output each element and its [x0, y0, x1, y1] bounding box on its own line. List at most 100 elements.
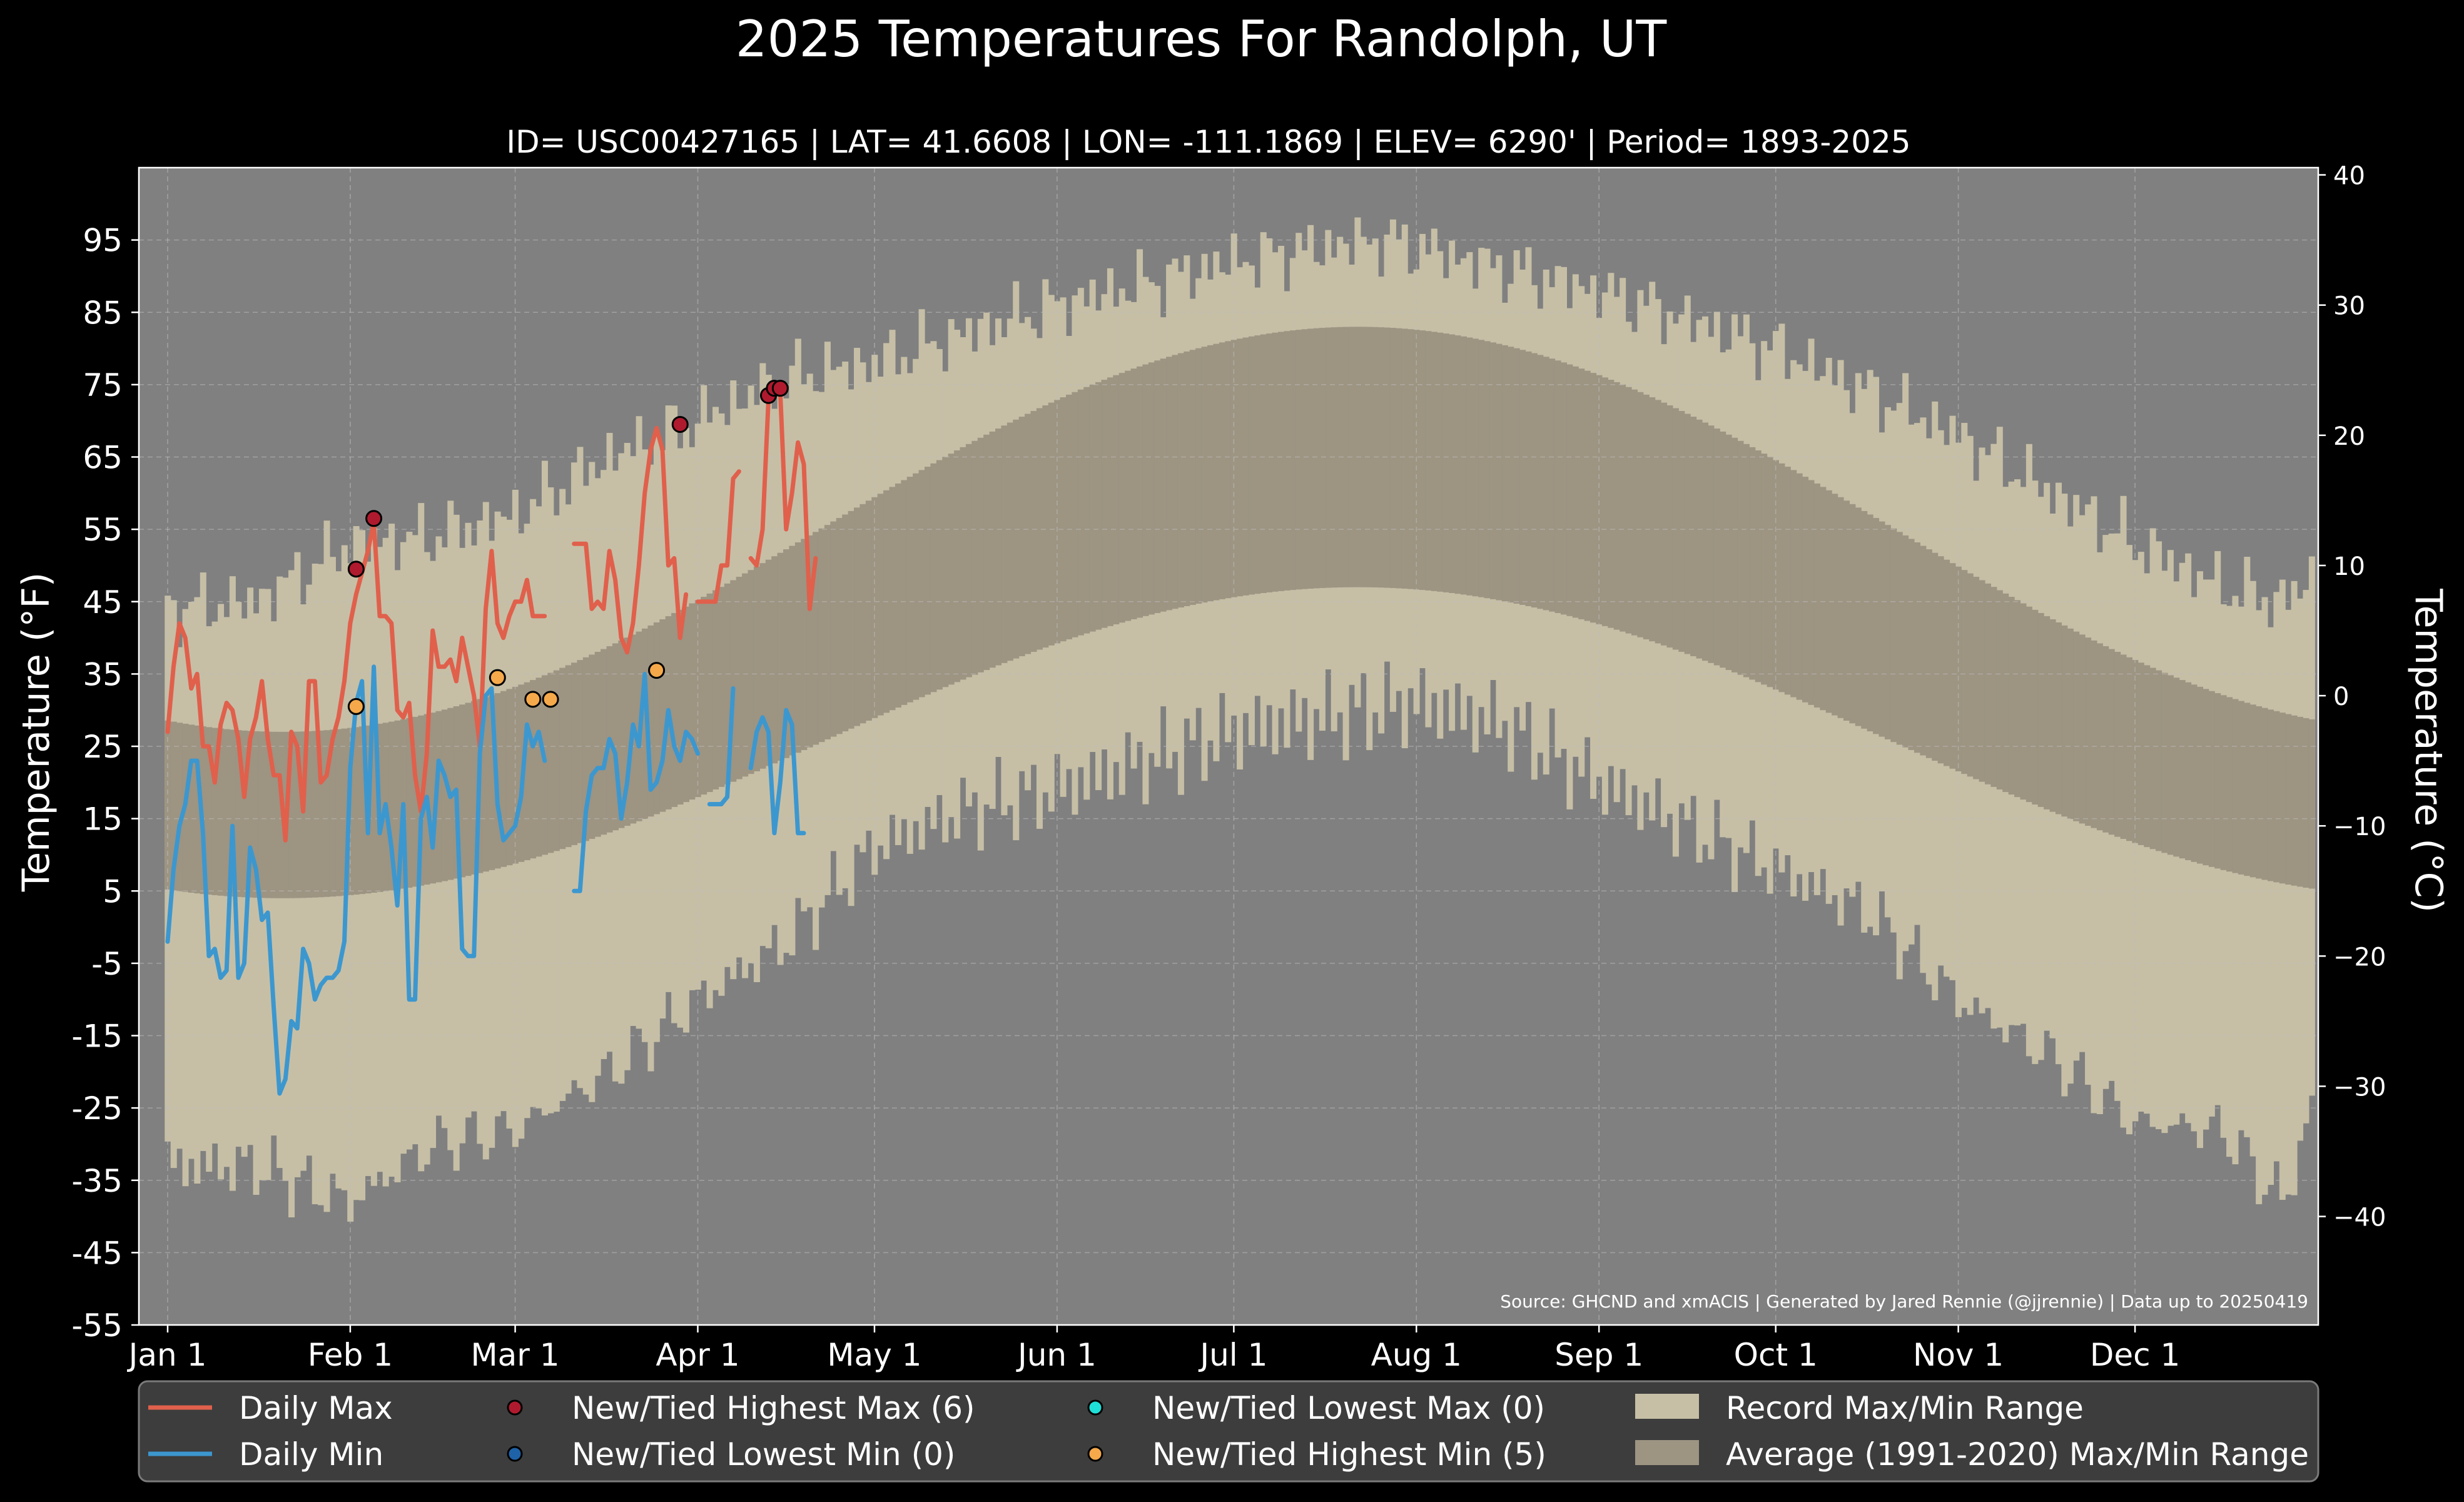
average-range-bar: [1342, 327, 1349, 587]
average-range-bar: [312, 731, 318, 898]
y-right-tick-label: 10: [2333, 552, 2365, 581]
average-range-bar: [2256, 706, 2263, 879]
average-range-bar: [1454, 335, 1461, 594]
average-range-bar: [2261, 708, 2268, 880]
average-range-bar: [2179, 680, 2186, 859]
average-range-bar: [2061, 625, 2068, 817]
record-range-bar: [2220, 604, 2227, 1138]
average-range-bar: [1990, 587, 1997, 787]
average-range-bar: [318, 730, 325, 898]
average-range-bar: [682, 606, 689, 803]
average-range-bar: [2032, 609, 2039, 805]
average-range-bar: [1184, 351, 1190, 606]
average-range-bar: [165, 720, 171, 890]
x-tick-label: Jul 1: [1198, 1337, 1267, 1373]
average-range-bar: [1802, 477, 1809, 703]
average-range-bar: [642, 628, 649, 820]
average-range-bar: [1996, 590, 2003, 790]
average-range-bar: [2102, 646, 2109, 833]
average-range-bar: [971, 440, 978, 675]
average-range-bar: [1437, 332, 1444, 592]
average-range-bar: [1578, 368, 1585, 619]
average-range-bar: [2137, 662, 2144, 845]
average-range-bar: [777, 552, 784, 761]
average-range-bar: [2273, 711, 2280, 883]
y-right-tick-label: −20: [2333, 943, 2386, 972]
average-range-bar: [1890, 528, 1897, 743]
average-range-bar: [218, 728, 225, 896]
average-range-bar: [748, 570, 754, 774]
y-left-tick-label: 65: [83, 440, 123, 476]
average-range-bar: [559, 667, 566, 850]
highest-max-marker: [347, 561, 365, 578]
average-range-bar: [1690, 417, 1697, 656]
average-range-bar: [1396, 328, 1402, 589]
average-range-bar: [718, 587, 725, 787]
y-left-tick-label: 85: [83, 295, 123, 331]
average-range-bar: [247, 731, 254, 898]
daily-max-line: [572, 425, 689, 655]
average-range-bar: [2161, 672, 2168, 853]
average-range-bar: [1101, 380, 1108, 628]
average-range-bar: [1113, 375, 1120, 625]
average-range-bar: [2049, 619, 2056, 812]
average-range-bar: [1825, 490, 1832, 713]
average-range-bar: [759, 563, 766, 769]
average-range-bar: [1873, 518, 1880, 734]
average-range-bar: [489, 695, 495, 870]
average-range-bar: [306, 731, 313, 898]
average-range-bar: [2156, 670, 2162, 851]
average-range-bar: [854, 507, 861, 726]
record-range-bar: [2226, 606, 2233, 1157]
average-range-bar: [813, 532, 819, 745]
average-range-bar: [1790, 470, 1797, 698]
average-range-bar: [1030, 410, 1037, 652]
average-range-bar: [1878, 521, 1885, 737]
legend-label: Daily Max: [239, 1390, 393, 1426]
record-range-bar: [206, 626, 213, 1172]
average-range-bar: [1166, 357, 1173, 611]
average-range-bar: [960, 447, 966, 680]
average-range-bar: [2085, 637, 2092, 826]
highest-min-marker: [648, 662, 666, 679]
average-range-bar: [394, 720, 401, 890]
average-range-bar: [211, 728, 218, 895]
average-range-bar: [370, 724, 377, 893]
average-range-bar: [1089, 384, 1096, 632]
average-range-bar: [730, 580, 737, 782]
average-range-bar: [258, 731, 265, 898]
record-range-bar: [2261, 597, 2268, 1195]
legend-dot-swatch: [1087, 1446, 1103, 1462]
average-range-bar: [300, 731, 307, 898]
average-range-bar: [2120, 654, 2127, 840]
average-range-bar: [995, 429, 1002, 666]
average-range-bar: [577, 660, 584, 843]
y-axis-left-ticks: 95 85 75 65 55 45 35 25 15 5 -5 -15 -25 -35 -45 -55: [71, 223, 139, 1344]
average-range-bar: [1295, 330, 1302, 590]
average-range-bar: [1867, 514, 1873, 732]
chart-subtitle: ID= USC00427165 | LAT= 41.6608 | LON= -1…: [506, 124, 1910, 160]
y-left-tick-label: 5: [103, 873, 123, 910]
average-range-bar: [1666, 405, 1673, 648]
average-range-bar: [1449, 334, 1456, 593]
average-range-bar: [901, 480, 908, 705]
average-range-bar: [2108, 649, 2115, 835]
average-range-bar: [1937, 556, 1944, 764]
average-range-bar: [1401, 328, 1408, 589]
average-range-bar: [925, 467, 931, 695]
average-range-bar: [2308, 719, 2315, 889]
average-range-bar: [435, 711, 442, 883]
legend-patch-swatch: [1635, 1394, 1699, 1419]
average-range-bar: [1778, 463, 1785, 693]
legend-label: New/Tied Highest Min (5): [1152, 1436, 1546, 1473]
average-range-bar: [1620, 384, 1626, 632]
average-range-bar: [1896, 532, 1903, 745]
average-range-bar: [1749, 447, 1756, 680]
average-range-bar: [288, 731, 295, 898]
y-right-tick-label: −10: [2333, 813, 2386, 841]
average-range-bar: [1855, 507, 1862, 726]
legend-box: [138, 1380, 2320, 1483]
average-range-bar: [1725, 434, 1732, 671]
average-range-bar: [176, 723, 183, 891]
average-range-bar: [1979, 580, 1985, 782]
